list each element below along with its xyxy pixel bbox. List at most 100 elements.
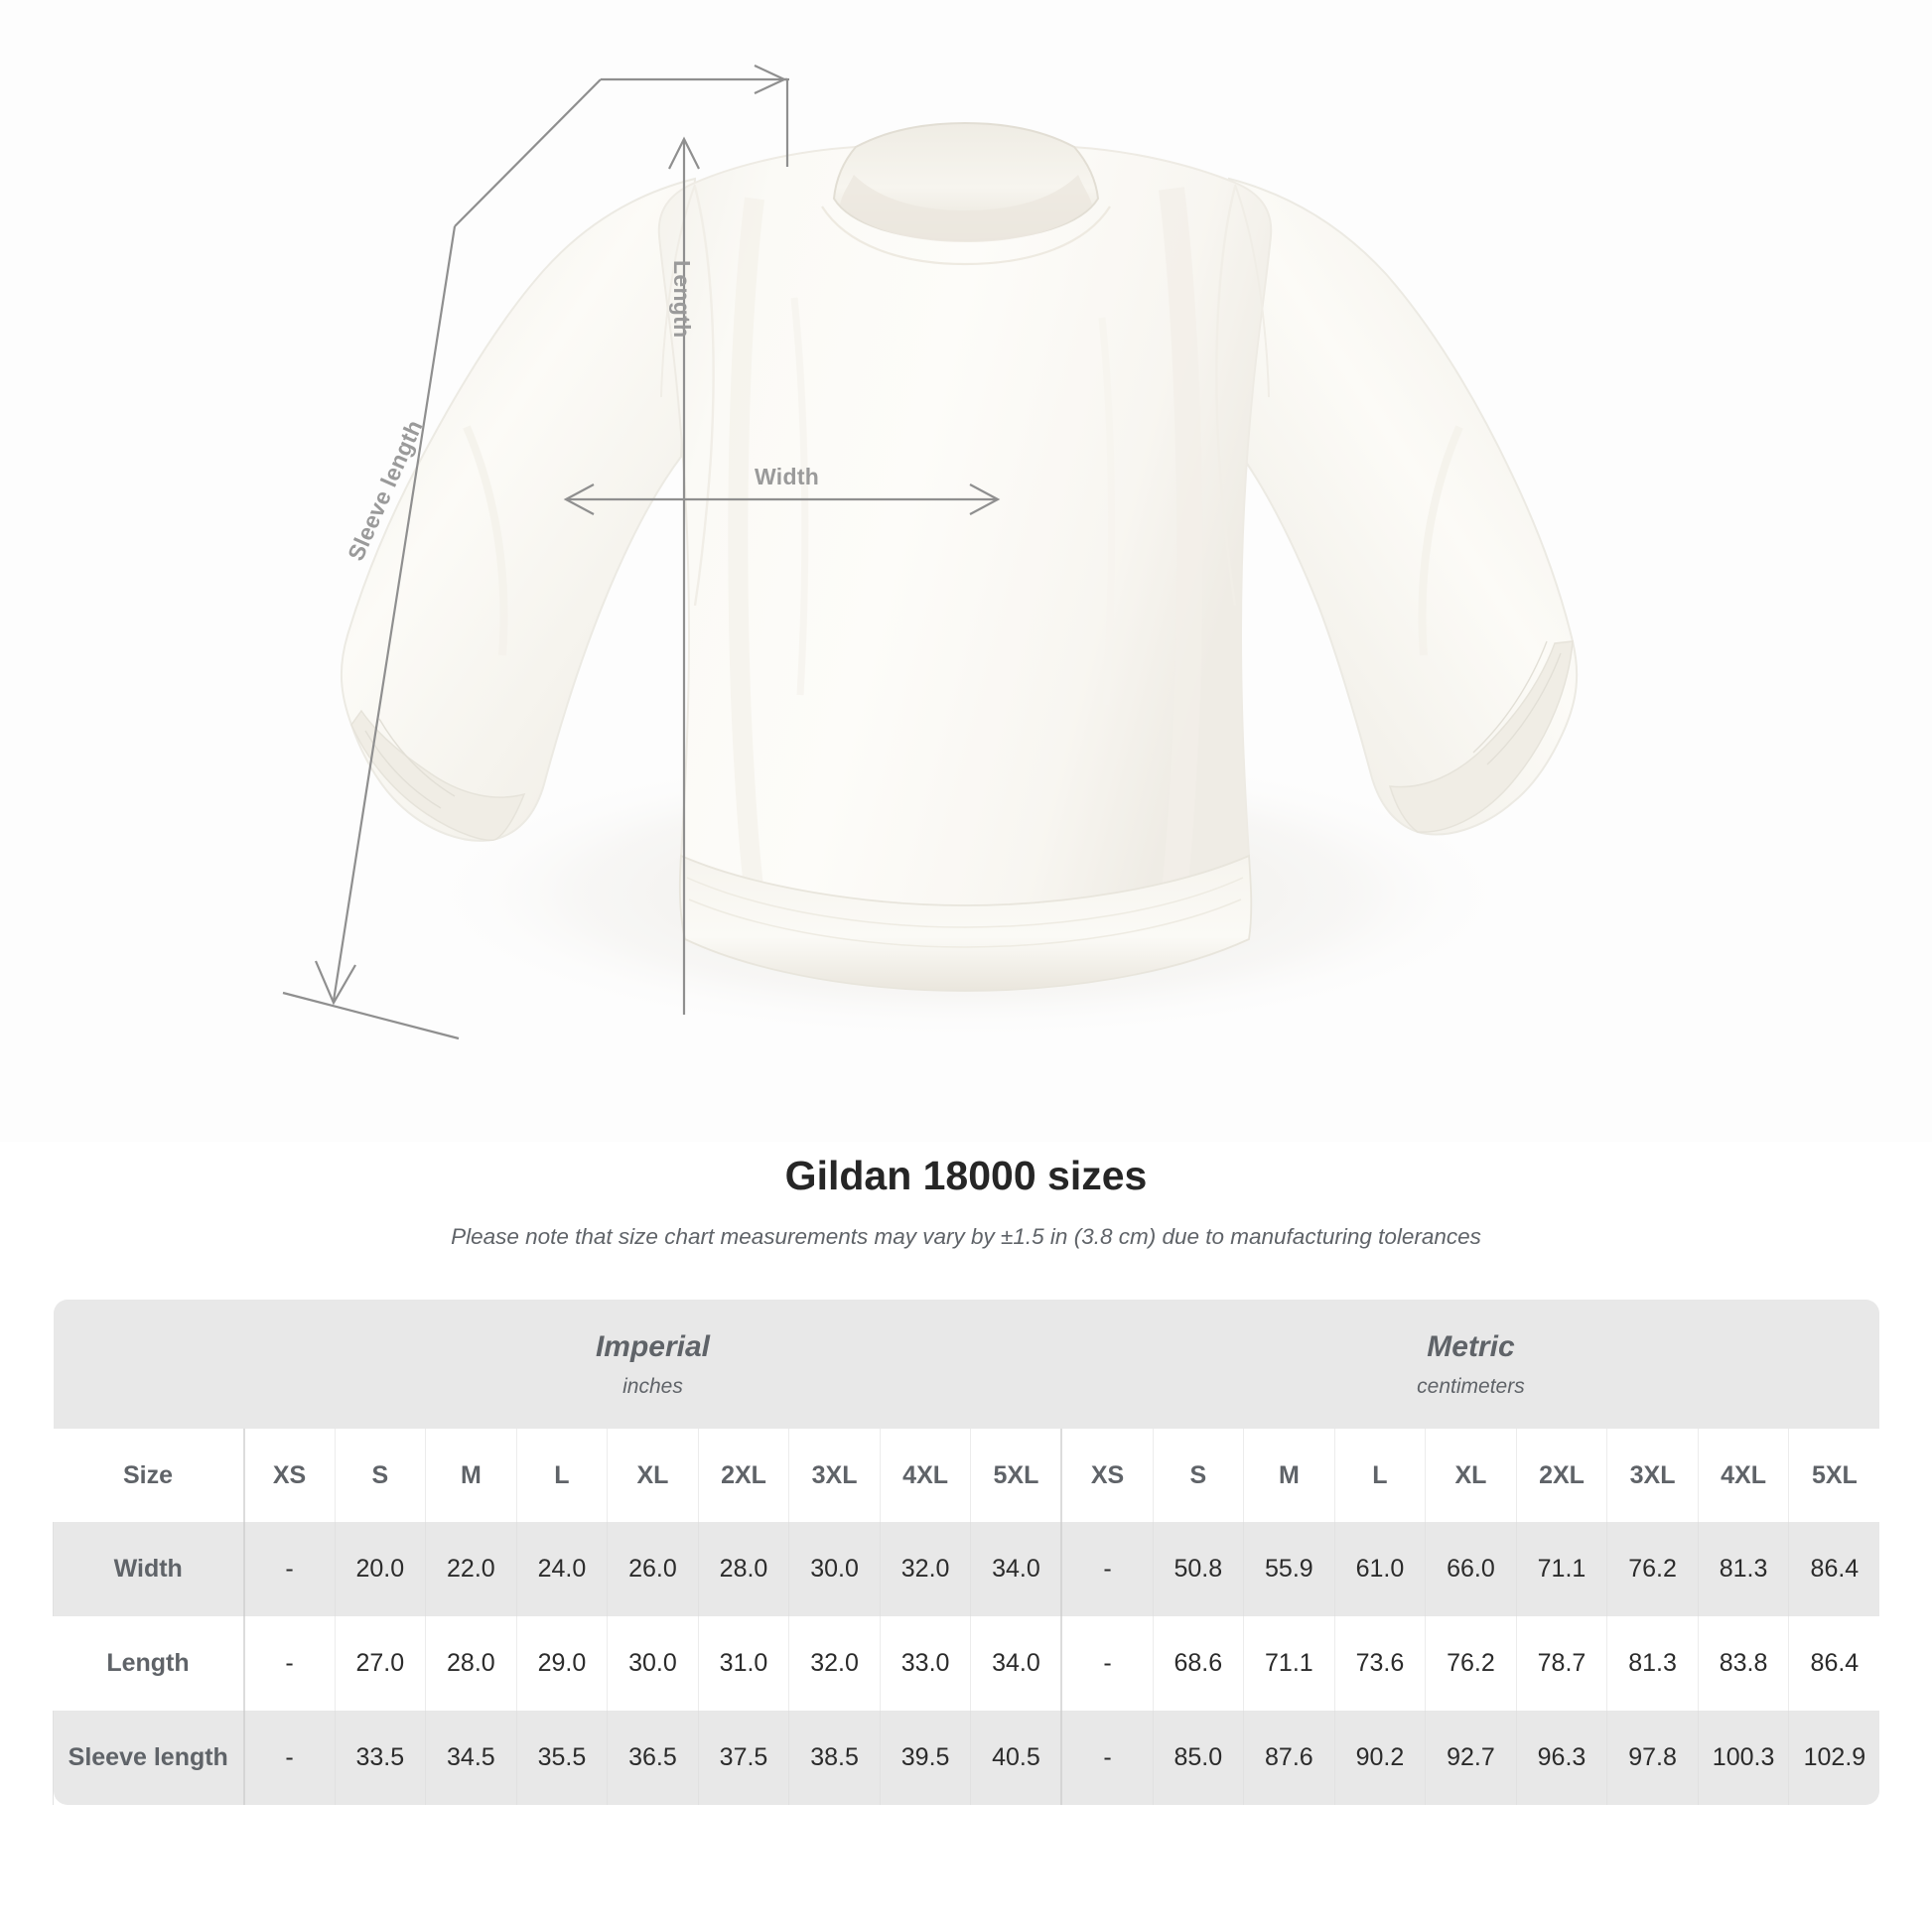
cell-width-metric-2xl: 71.1 (1515, 1522, 1607, 1617)
cell-sleeve-length-metric-xl: 92.7 (1425, 1711, 1517, 1806)
title-block: Gildan 18000 sizes Please note that size… (0, 1142, 1932, 1252)
unit-group-sublabel: inches (622, 1375, 683, 1399)
sleeve-diagonal-main (332, 225, 457, 1002)
size-chart-table: Imperial inches Metric centimeters Size XS S M L… (53, 1300, 1880, 1806)
cell-width-imperial-m: 22.0 (425, 1522, 517, 1617)
cell-width-imperial-l: 24.0 (515, 1522, 608, 1617)
width-arrow-head-left (563, 483, 595, 515)
cell-sleeve-length-metric-m: 87.6 (1243, 1711, 1335, 1806)
size-header-imperial-m: M (425, 1429, 517, 1523)
row-label-length: Length (53, 1616, 244, 1712)
cell-sleeve-length-metric-s: 85.0 (1152, 1711, 1244, 1806)
cell-length-metric-5xl: 86.4 (1788, 1616, 1880, 1712)
cell-sleeve-length-imperial-3xl: 38.5 (788, 1711, 881, 1806)
right-sleeve (1227, 177, 1579, 836)
size-header-metric-l: L (1333, 1429, 1426, 1523)
cell-width-metric-3xl: 76.2 (1606, 1522, 1699, 1617)
cell-sleeve-length-metric-2xl: 96.3 (1515, 1711, 1607, 1806)
cell-length-imperial-3xl: 32.0 (788, 1616, 881, 1712)
cell-length-metric-xl: 76.2 (1425, 1616, 1517, 1712)
length-label: Length (669, 260, 695, 339)
sleeve-diagonal-upper (454, 78, 602, 227)
garment-svg (282, 65, 1579, 1042)
cell-sleeve-length-imperial-xl: 36.5 (607, 1711, 699, 1806)
cell-sleeve-length-imperial-l: 35.5 (515, 1711, 608, 1806)
cell-width-imperial-xs: - (242, 1522, 336, 1617)
cell-length-imperial-m: 28.0 (425, 1616, 517, 1712)
left-cuff (350, 709, 526, 841)
cell-width-metric-m: 55.9 (1243, 1522, 1335, 1617)
cell-sleeve-length-metric-3xl: 97.8 (1606, 1711, 1699, 1806)
size-header-metric-3xl: 3XL (1606, 1429, 1699, 1523)
size-header-metric-4xl: 4XL (1697, 1429, 1789, 1523)
cell-width-imperial-4xl: 32.0 (879, 1522, 971, 1617)
size-header-metric-5xl: 5XL (1788, 1429, 1880, 1523)
cell-sleeve-length-metric-5xl: 102.9 (1788, 1711, 1880, 1806)
unit-group-name: Metric (1427, 1329, 1515, 1363)
cell-width-metric-5xl: 86.4 (1788, 1522, 1880, 1617)
cell-width-imperial-xl: 26.0 (607, 1522, 699, 1617)
cell-width-metric-4xl: 81.3 (1697, 1522, 1789, 1617)
size-header-metric-m: M (1243, 1429, 1335, 1523)
unit-banner-row: Imperial inches Metric centimeters (53, 1300, 1880, 1430)
cell-sleeve-length-metric-xs: - (1060, 1711, 1154, 1806)
width-label: Width (755, 464, 820, 489)
cell-length-imperial-5xl: 34.0 (970, 1616, 1062, 1712)
size-header-imperial-2xl: 2XL (697, 1429, 789, 1523)
cell-sleeve-length-imperial-xs: - (242, 1711, 336, 1806)
cell-length-metric-xs: - (1060, 1616, 1154, 1712)
cell-length-metric-m: 71.1 (1243, 1616, 1335, 1712)
cell-length-imperial-xl: 30.0 (607, 1616, 699, 1712)
cell-length-metric-2xl: 78.7 (1515, 1616, 1607, 1712)
width-arrow-head-right (969, 483, 1001, 515)
size-header-metric-2xl: 2XL (1515, 1429, 1607, 1523)
cell-length-metric-l: 73.6 (1333, 1616, 1426, 1712)
unit-group-name: Imperial (595, 1329, 711, 1363)
size-header-row: Size XS S M L XL 2XL 3XL 4XL 5XL XS S M L XL 2XL 3XL 4XL 5… (53, 1429, 1880, 1523)
cell-length-metric-3xl: 81.3 (1606, 1616, 1699, 1712)
right-armhole-seam (1215, 186, 1237, 607)
cell-length-imperial-xs: - (242, 1616, 336, 1712)
sleeve-end-tick (282, 991, 460, 1040)
left-sleeve (340, 177, 697, 842)
size-chart-table-wrapper: Imperial inches Metric centimeters Size XS S M L… (53, 1300, 1880, 1806)
sleeve-top-arrow-head (754, 65, 787, 94)
table-row: Width -20.0 22.0 24.0 26.0 28.0 30.0 32.0 34.0-5… (53, 1522, 1880, 1617)
size-header-imperial-s: S (334, 1429, 426, 1523)
unit-banner-spacer (53, 1300, 244, 1430)
table-row: Sleeve length -33.5 34.5 35.5 36.5 37.5 38.5 39… (53, 1711, 1880, 1806)
size-header-imperial-xl: XL (607, 1429, 699, 1523)
page-title: Gildan 18000 sizes (784, 1153, 1148, 1198)
cell-length-imperial-2xl: 31.0 (697, 1616, 789, 1712)
sleeve-arrow-head (314, 960, 356, 1006)
cell-sleeve-length-metric-4xl: 100.3 (1697, 1711, 1789, 1806)
cell-width-imperial-3xl: 30.0 (788, 1522, 881, 1617)
cell-sleeve-length-imperial-s: 33.5 (334, 1711, 426, 1806)
size-header-imperial-l: L (515, 1429, 608, 1523)
neck-seam (821, 206, 1111, 266)
cell-width-metric-xs: - (1060, 1522, 1154, 1617)
length-arrow-head (668, 136, 700, 170)
cell-sleeve-length-imperial-4xl: 39.5 (879, 1711, 971, 1806)
size-header-label: Size (53, 1429, 244, 1523)
size-header-imperial-xs: XS (242, 1429, 336, 1523)
cell-sleeve-length-imperial-5xl: 40.5 (970, 1711, 1062, 1806)
size-header-imperial-5xl: 5XL (970, 1429, 1062, 1523)
cell-length-metric-4xl: 83.8 (1697, 1616, 1789, 1712)
size-header-imperial-3xl: 3XL (788, 1429, 881, 1523)
unit-group-imperial: Imperial inches (243, 1300, 1062, 1430)
tolerance-note: Please note that size chart measurements… (451, 1224, 1481, 1250)
size-header-metric-s: S (1152, 1429, 1244, 1523)
size-header-imperial-4xl: 4XL (879, 1429, 971, 1523)
unit-group-sublabel: centimeters (1417, 1375, 1525, 1399)
cell-length-metric-s: 68.6 (1152, 1616, 1244, 1712)
unit-group-metric: Metric centimeters (1061, 1300, 1880, 1430)
cell-width-metric-s: 50.8 (1152, 1522, 1244, 1617)
cell-width-metric-l: 61.0 (1333, 1522, 1426, 1617)
cell-width-imperial-5xl: 34.0 (970, 1522, 1062, 1617)
bottom-hem (678, 854, 1253, 992)
table-row: Length -27.0 28.0 29.0 30.0 31.0 32.0 33.0 34.0-… (53, 1616, 1880, 1712)
row-label-width: Width (53, 1522, 244, 1617)
cell-sleeve-length-metric-l: 90.2 (1333, 1711, 1426, 1806)
cell-width-metric-xl: 66.0 (1425, 1522, 1517, 1617)
